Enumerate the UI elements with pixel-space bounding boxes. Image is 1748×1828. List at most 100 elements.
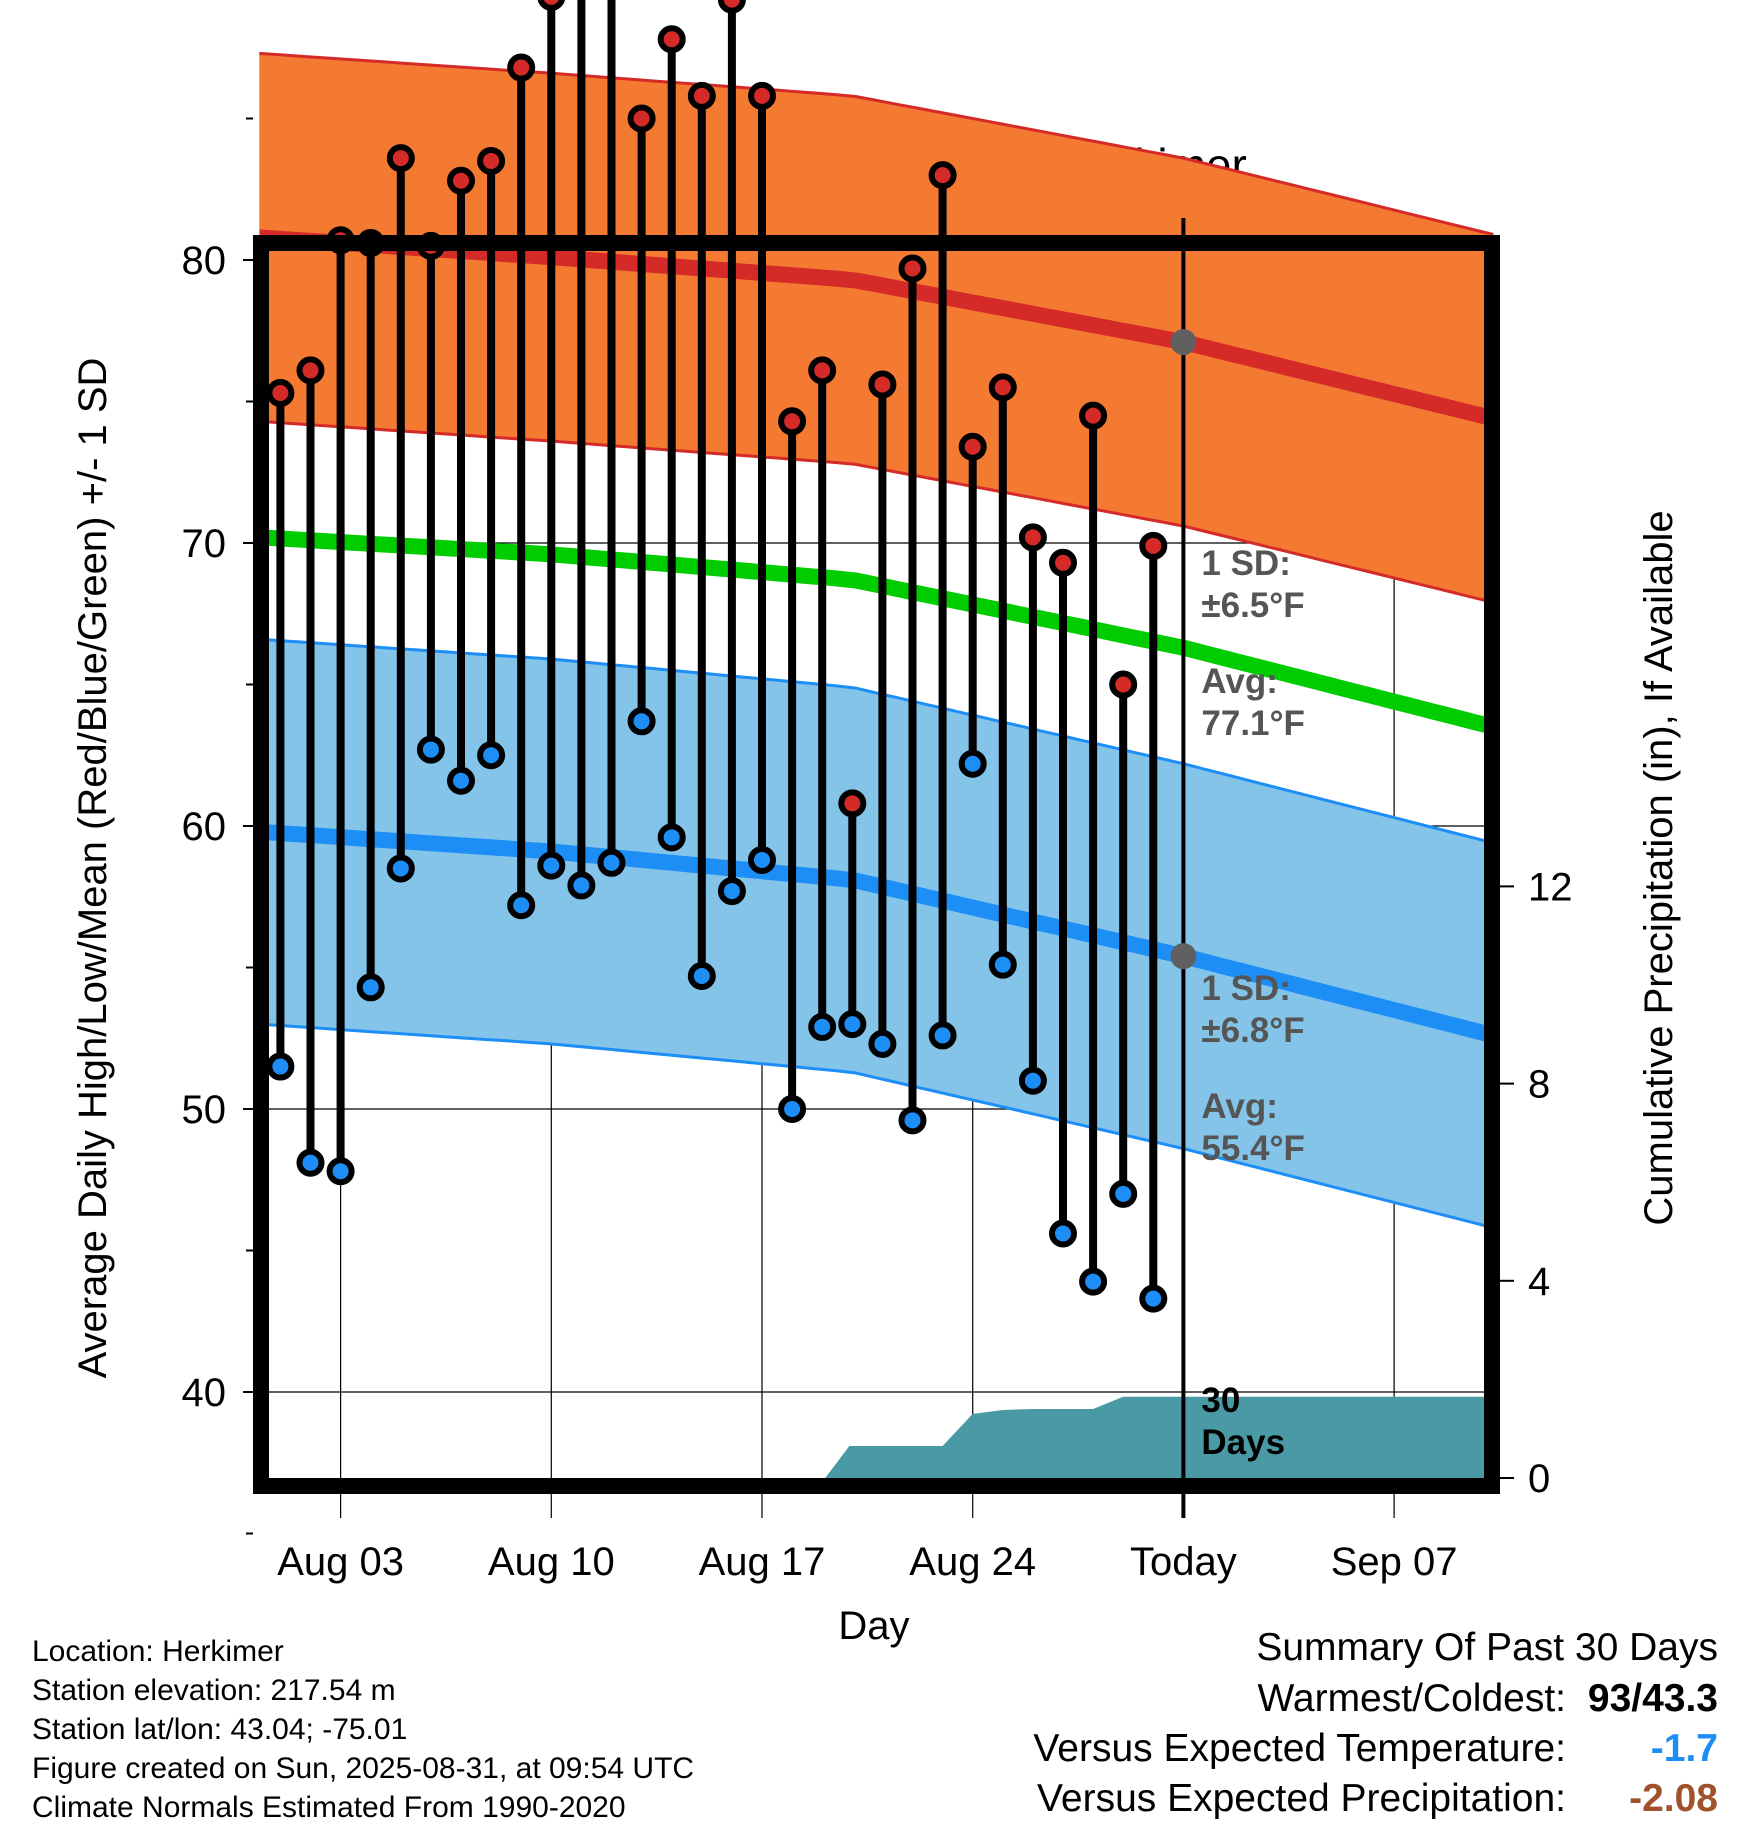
low-average-line [258, 823, 1496, 1044]
low-marker [447, 766, 475, 795]
high-marker [1049, 548, 1077, 577]
low-marker [1018, 1066, 1047, 1095]
high-marker [296, 356, 325, 385]
y2-tick-label: 4 [1528, 1260, 1550, 1304]
summary-warmest-value: 93/43.3 [1587, 1677, 1718, 1720]
high-marker [778, 407, 807, 436]
summary-precip-label: Versus Expected Precipitation: [1037, 1777, 1566, 1820]
low-marker [597, 848, 626, 877]
info-elevation: Station elevation: 217.54 m [32, 1674, 396, 1707]
info-normals: Climate Normals Estimated From 1990-2020 [32, 1791, 626, 1824]
low-marker [356, 973, 385, 1002]
low-marker [1049, 1219, 1077, 1248]
low-marker [838, 1010, 867, 1039]
today-high-normal-marker [1170, 329, 1197, 356]
info-latlon: Station lat/lon: 43.04; -75.01 [32, 1713, 408, 1746]
x-axis-label: Day [838, 1604, 909, 1648]
y2-tick-label: 12 [1528, 865, 1573, 909]
high-sd-upper-line [259, 51, 1494, 236]
high-marker [507, 53, 536, 82]
high-marker [958, 432, 987, 461]
summary-warmest-label: Warmest/Coldest: [1257, 1677, 1566, 1720]
summary-temp-row: Versus Expected Temperature: -1.7 [1033, 1727, 1718, 1771]
summary-title: Summary Of Past 30 Days [1256, 1626, 1718, 1669]
high-marker [1079, 401, 1108, 430]
x-tick-label: Aug 24 [909, 1540, 1036, 1584]
low-marker [1109, 1179, 1138, 1208]
high-marker [537, 0, 565, 11]
low-marker [326, 1157, 355, 1186]
low-marker [928, 1021, 957, 1050]
summary-precip-value: -2.08 [1629, 1777, 1718, 1820]
summary-temp-label: Versus Expected Temperature: [1033, 1727, 1566, 1770]
high-marker [748, 81, 776, 110]
high-sd-annotation-line1: 1 SD: [1201, 544, 1290, 583]
low-marker [1139, 1284, 1168, 1313]
high-marker [687, 81, 716, 110]
low-marker [416, 735, 445, 764]
high-marker [988, 373, 1017, 402]
y-tick-label: 50 [182, 1088, 227, 1132]
high-avg-annotation-line2: 77.1°F [1201, 704, 1305, 743]
info-created: Figure created on Sun, 2025-08-31, at 09… [32, 1752, 695, 1785]
y-tick-label: 60 [182, 805, 227, 849]
low-marker [748, 845, 776, 874]
low-marker [808, 1012, 837, 1041]
low-marker [386, 854, 415, 883]
low-marker [898, 1106, 927, 1135]
high-marker [868, 370, 897, 399]
period-annotation-line1: 30 [1201, 1381, 1240, 1420]
low-marker [567, 871, 596, 900]
low-marker [958, 749, 987, 778]
y-axis-label: Average Daily High/Low/Mean (Red/Blue/Gr… [71, 358, 115, 1379]
y-tick-label: 70 [182, 522, 227, 566]
high-marker [1139, 531, 1168, 560]
period-annotation-line2: Days [1201, 1423, 1285, 1462]
high-marker [808, 356, 837, 385]
summary-precip-row: Versus Expected Precipitation: -2.08 [1037, 1777, 1718, 1821]
high-sd-annotation-line2: ±6.5°F [1201, 586, 1304, 625]
low-sd-annotation-line2: ±6.8°F [1201, 1011, 1304, 1050]
high-marker [447, 166, 475, 195]
x-tick-label: Aug 03 [277, 1540, 404, 1584]
y-tick-label: 80 [182, 239, 227, 283]
high-marker [627, 104, 656, 133]
low-marker [507, 891, 536, 920]
low-sd-lower-line [259, 1022, 1494, 1230]
y2-tick-label: 8 [1528, 1063, 1550, 1107]
high-marker [1109, 670, 1138, 699]
x-tick-label: Sep 07 [1331, 1540, 1458, 1584]
x-tick-label: Aug 10 [488, 1540, 615, 1584]
plot-frame [253, 235, 1500, 1494]
low-marker [868, 1029, 897, 1058]
low-marker [687, 961, 716, 990]
high-marker [898, 254, 927, 283]
high-marker [838, 789, 867, 818]
info-location: Location: Herkimer [32, 1635, 284, 1668]
high-marker [717, 0, 746, 14]
high-marker [657, 25, 686, 54]
low-marker [266, 1052, 295, 1081]
low-avg-annotation-line1: Avg: [1201, 1087, 1277, 1126]
low-marker [988, 950, 1017, 979]
x-tick-label: Aug 17 [699, 1540, 826, 1584]
high-marker [928, 161, 957, 190]
low-marker [477, 741, 506, 770]
y2-axis-label: Cumulative Precipitation (in), If Availa… [1637, 510, 1681, 1225]
low-marker [778, 1095, 807, 1123]
y2-tick-label: 0 [1528, 1457, 1550, 1501]
high-avg-annotation-line1: Avg: [1201, 662, 1277, 701]
low-marker [537, 851, 566, 880]
high-marker [1018, 523, 1047, 552]
low-sd-annotation-line1: 1 SD: [1201, 969, 1290, 1008]
low-avg-annotation-line2: 55.4°F [1201, 1129, 1305, 1168]
low-marker [1079, 1267, 1108, 1296]
high-marker [386, 144, 415, 173]
high-marker [477, 146, 506, 175]
x-tick-label: Today [1130, 1540, 1237, 1584]
precipitation-area [825, 1396, 1494, 1478]
low-marker [657, 823, 686, 852]
low-marker [296, 1148, 325, 1177]
